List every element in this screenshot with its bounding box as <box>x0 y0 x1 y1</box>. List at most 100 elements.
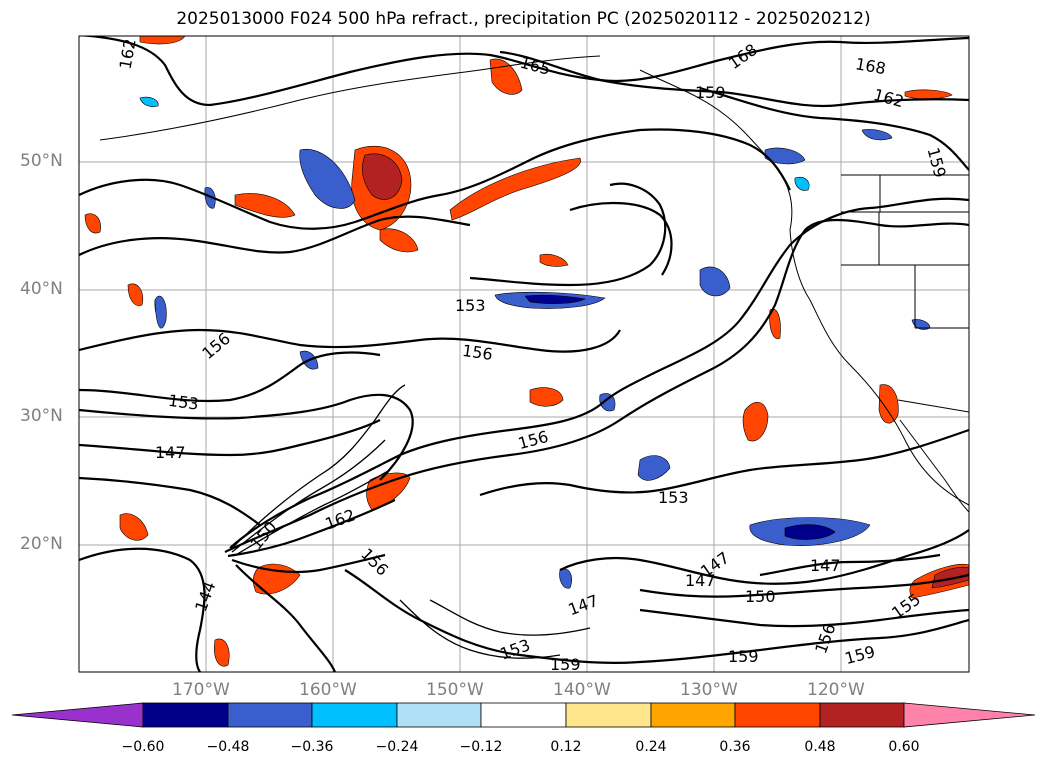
precip-positive-blob <box>742 402 769 442</box>
precip-positive-core <box>931 566 969 589</box>
precip-negative-blob <box>139 96 159 107</box>
precip-positive-blob <box>489 58 523 95</box>
contour-label: 159 <box>728 647 759 666</box>
precip-positive-blob <box>878 384 899 424</box>
lon-label: 130°W <box>680 680 738 700</box>
coastlines <box>99 55 969 513</box>
lon-label: 170°W <box>172 680 230 700</box>
colorbar-bin <box>396 702 482 728</box>
precip-positive-blob <box>769 308 781 340</box>
colorbar-bin <box>650 702 736 728</box>
precip-negative-blob <box>861 129 893 141</box>
contour-line <box>79 419 381 457</box>
colorbar-bin <box>734 702 821 728</box>
colorbar-tick-label: 0.24 <box>635 739 667 755</box>
lat-label: 30°N <box>20 406 63 426</box>
contour-label: 153 <box>455 296 486 315</box>
precip-negative-blob <box>204 187 216 209</box>
contour-line <box>231 439 386 553</box>
contour-line <box>639 573 969 598</box>
colorbar <box>11 702 1036 728</box>
colorbar-bin <box>142 702 229 728</box>
contour-line <box>79 128 791 230</box>
precip-positive-blob <box>539 253 569 267</box>
border-states <box>841 175 969 329</box>
height-contours-thin <box>229 384 591 659</box>
colorbar-tick-label: 0.12 <box>550 739 582 755</box>
colorbar-tick-label: 0.48 <box>804 739 836 755</box>
colorbar-tick-label: −0.24 <box>375 739 419 755</box>
contour-line <box>569 202 673 276</box>
precip-positive-blob <box>366 472 411 511</box>
figure-title: 2025013000 F024 500 hPa refract., precip… <box>176 9 871 29</box>
precip-negative-blob <box>299 148 356 209</box>
precip-positive-blob <box>119 513 149 541</box>
contour-label: 150 <box>745 587 776 606</box>
contour-line <box>479 428 969 497</box>
precip-positive-blob <box>234 193 296 218</box>
contour-line <box>759 553 941 577</box>
precip-negative-core <box>784 524 836 540</box>
lon-label: 120°W <box>807 680 865 700</box>
contour-label: 147 <box>810 556 841 575</box>
precip-negative-blob <box>637 455 671 481</box>
contour-line <box>229 197 969 549</box>
colorbar-bin <box>819 702 905 728</box>
contour-line <box>227 499 396 558</box>
contour-label: 147 <box>155 443 186 462</box>
lat-label: 40°N <box>20 279 63 299</box>
precipitation-shading <box>84 36 969 667</box>
contour-line <box>79 351 381 403</box>
contour-label: 156 <box>461 341 494 364</box>
contour-line <box>559 529 969 585</box>
colorbar-bin <box>480 702 567 728</box>
lon-label: 140°W <box>553 680 611 700</box>
contour-line <box>79 215 471 256</box>
contour-label: 153 <box>167 391 200 414</box>
coastline-north-america <box>639 69 969 506</box>
height-contours <box>79 36 969 672</box>
contour-line <box>79 393 414 481</box>
colorbar-bin <box>565 702 652 728</box>
contour-line <box>79 36 969 107</box>
colorbar-extend-low <box>11 702 144 728</box>
lon-label: 150°W <box>426 680 484 700</box>
precip-negative-blob <box>794 177 810 191</box>
contour-label: 159 <box>695 83 726 102</box>
map-background <box>79 36 969 672</box>
contour-line <box>399 599 561 659</box>
precip-negative-core <box>524 294 586 304</box>
contour-line <box>224 218 969 553</box>
contour-label: 153 <box>658 488 689 507</box>
contour-line <box>699 86 969 171</box>
contour-label: 159 <box>550 655 581 674</box>
lon-label: 160°W <box>299 680 357 700</box>
colorbar-tick-label: 0.36 <box>719 739 751 755</box>
border-us-mexico <box>897 399 969 413</box>
contour-line <box>235 564 337 672</box>
lat-label: 20°N <box>20 534 63 554</box>
precip-positive-blob <box>904 89 953 100</box>
precip-positive-core <box>362 153 403 200</box>
contour-line <box>429 599 591 636</box>
lat-label: 50°N <box>20 151 63 171</box>
contour-line <box>79 547 206 672</box>
map-frame <box>78 35 970 673</box>
contour-line <box>79 328 621 353</box>
colorbar-tick-label: −0.12 <box>459 739 503 755</box>
colorbar-bin <box>227 702 313 728</box>
precip-negative-blob <box>154 295 167 329</box>
precip-positive-blob <box>529 387 564 407</box>
precip-positive-blob <box>379 228 419 253</box>
coastline-alaska <box>99 55 601 141</box>
colorbar-tick-label: −0.48 <box>206 739 250 755</box>
contour-line <box>233 469 391 557</box>
precip-negative-blob <box>559 568 572 589</box>
contour-line <box>231 553 386 574</box>
precip-positive-blob <box>84 213 101 234</box>
contour-line <box>229 384 406 551</box>
coastline-baja <box>899 419 969 513</box>
colorbar-tick-label: −0.60 <box>121 739 165 755</box>
contour-line <box>499 50 969 108</box>
